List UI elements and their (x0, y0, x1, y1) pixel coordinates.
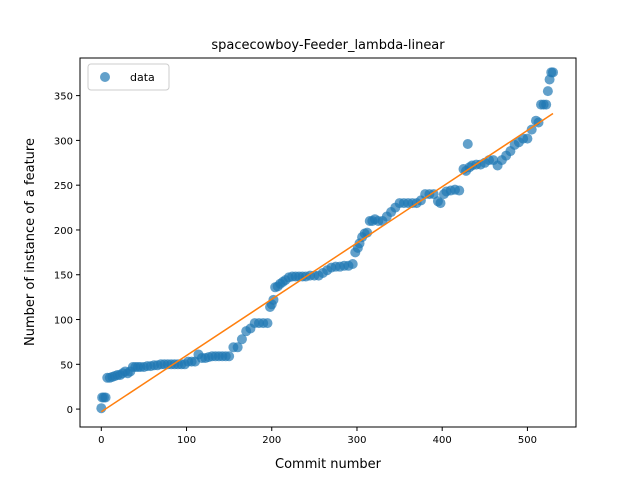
y-tick-label: 300 (54, 136, 73, 147)
x-tick-label: 100 (177, 435, 196, 446)
y-tick-label: 100 (54, 316, 73, 327)
axes-frame (79, 57, 577, 428)
x-tick-label: 200 (262, 435, 281, 446)
fit-line (100, 112, 554, 413)
data-point (462, 138, 473, 149)
y-axis-label: Number of instance of a feature (23, 138, 38, 346)
y-tick-label: 250 (54, 181, 73, 192)
data-point (232, 342, 243, 353)
data-point (100, 392, 111, 403)
axis-ticks: 0 100 200 300 400 500 0 50 100 150 200 250 300 350 (54, 92, 537, 446)
y-tick-label: 0 (67, 405, 73, 416)
data-point (347, 259, 358, 269)
data-point (454, 185, 465, 196)
x-tick-label: 500 (518, 435, 537, 446)
y-tick-label: 150 (54, 271, 73, 282)
data-point (541, 99, 552, 110)
legend-label-data: data (130, 71, 155, 84)
data-point (522, 133, 533, 144)
x-tick-label: 0 (98, 435, 104, 446)
y-tick-label: 50 (60, 360, 73, 371)
legend-marker-data (100, 72, 110, 82)
x-tick-label: 400 (433, 435, 452, 446)
data-point (262, 318, 273, 329)
data-point (236, 334, 247, 345)
x-axis-label: Commit number (275, 457, 382, 472)
y-tick-label: 350 (54, 92, 73, 103)
data-point (547, 67, 558, 78)
data-point (435, 198, 446, 209)
x-tick-label: 300 (347, 435, 366, 446)
y-tick-label: 200 (54, 226, 73, 237)
plot-area (96, 67, 558, 414)
chart-title: spacecowboy-Feeder_lambda-linear (211, 38, 445, 53)
legend-box (87, 63, 170, 91)
data-point (542, 86, 553, 97)
legend: data (87, 63, 170, 91)
data-point (526, 124, 537, 135)
data-point (224, 351, 235, 362)
